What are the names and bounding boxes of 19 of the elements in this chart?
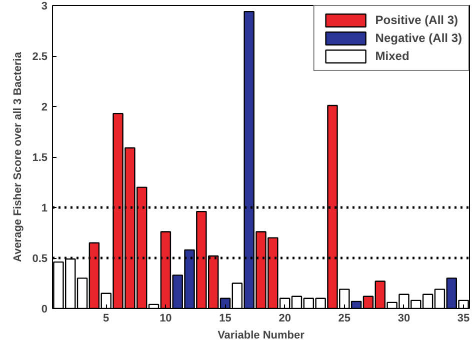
x-tick-label: 5 bbox=[103, 312, 110, 324]
y-tick-label: 2.5 bbox=[32, 51, 48, 63]
y-tick-label: 0.5 bbox=[32, 253, 48, 265]
y-tick-label: 3 bbox=[41, 0, 48, 12]
y-tick-label: 2 bbox=[41, 102, 48, 114]
x-tick-label: 10 bbox=[160, 312, 172, 324]
x-tick-label: 15 bbox=[219, 312, 232, 324]
legend-label: Positive (All 3) bbox=[375, 13, 458, 27]
x-tick-label: 35 bbox=[457, 312, 470, 324]
legend-label: Mixed bbox=[375, 49, 410, 63]
legend-label: Negative (All 3) bbox=[375, 31, 462, 45]
y-tick-label: 0 bbox=[41, 304, 48, 316]
y-tick-label: 1 bbox=[41, 202, 48, 214]
y-tick-label: 1.5 bbox=[32, 152, 48, 164]
y-axis-title: Average Fisher Score over all 3 Bacteria bbox=[12, 51, 24, 262]
x-axis-title: Variable Number bbox=[218, 330, 306, 342]
x-tick-label: 25 bbox=[338, 312, 351, 324]
x-tick-label: 30 bbox=[398, 312, 410, 324]
x-tick-label: 20 bbox=[278, 312, 291, 324]
